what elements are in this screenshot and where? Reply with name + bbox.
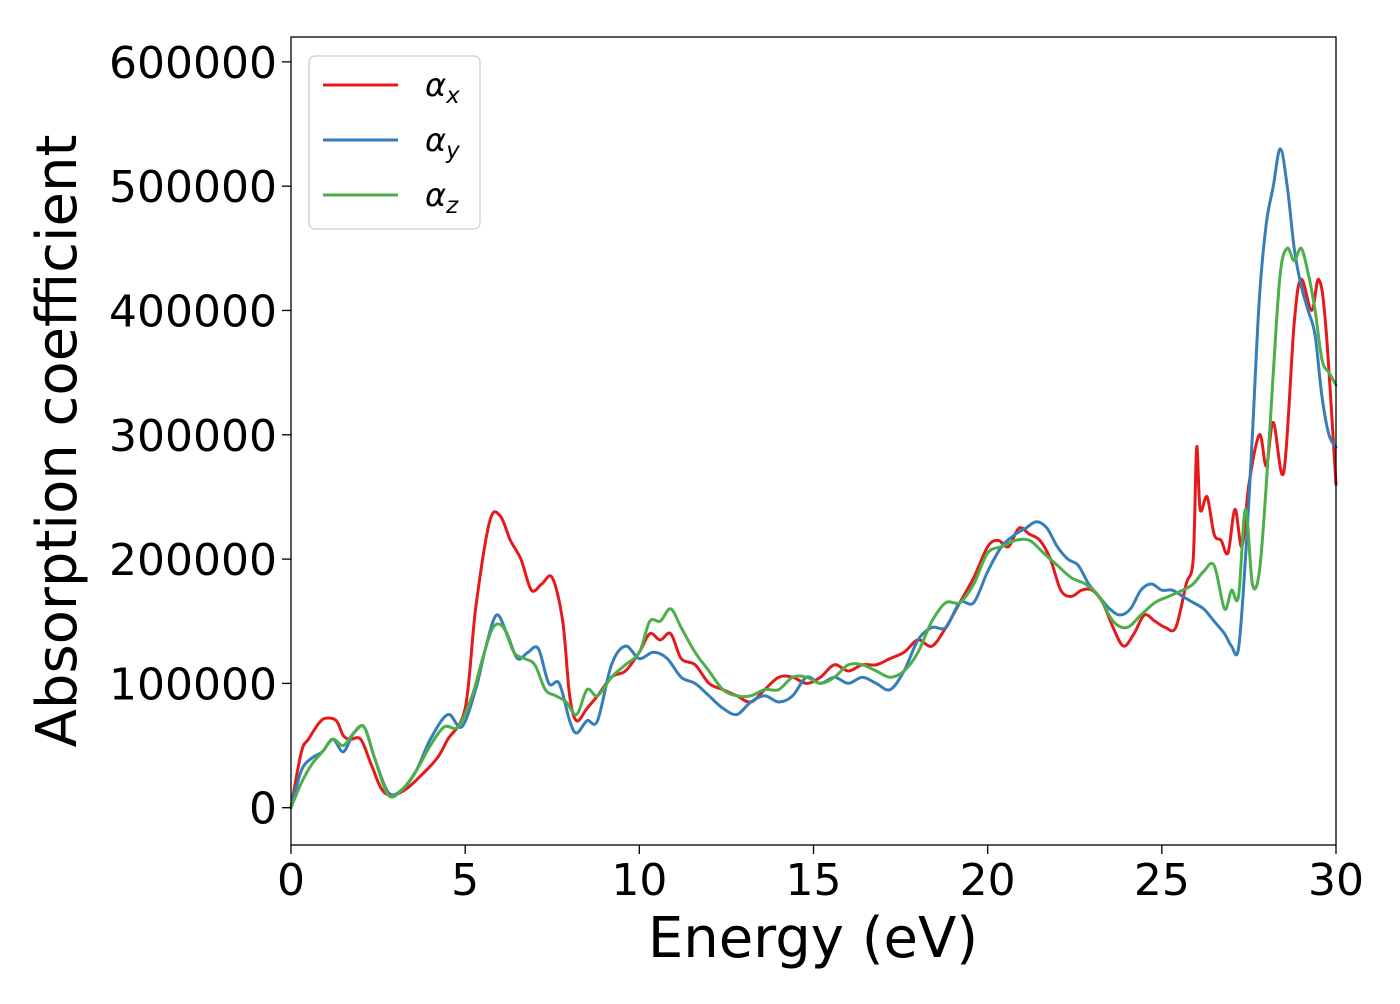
x-tick-label: 10 — [611, 855, 667, 906]
x-axis-label: Energy (eV) — [648, 906, 978, 971]
y-axis-label: Absorption coefficient — [25, 135, 90, 748]
y-tick-label: 100000 — [109, 659, 277, 710]
axis-ticks: 0 5 10 15 20 25 30 0 100000 200000 300000 400000 500… — [109, 38, 1364, 906]
series-line-y — [289, 147, 1338, 810]
series-line-z — [289, 246, 1338, 810]
series-lines — [289, 147, 1338, 810]
y-tick-label: 500000 — [109, 162, 277, 213]
x-tick-label: 30 — [1308, 855, 1364, 906]
y-tick-label: 600000 — [109, 38, 277, 89]
x-tick-label: 5 — [451, 855, 479, 906]
x-tick-label: 15 — [786, 855, 842, 906]
series-line-x — [289, 277, 1338, 810]
x-tick-label: 0 — [277, 855, 305, 906]
x-tick-label: 25 — [1134, 855, 1190, 906]
legend-box — [308, 55, 481, 230]
y-tick-label: 200000 — [109, 535, 277, 586]
y-tick-label: 300000 — [109, 411, 277, 462]
x-tick-label: 20 — [960, 855, 1016, 906]
y-tick-label: 400000 — [109, 286, 277, 337]
y-tick-label: 0 — [249, 784, 277, 835]
